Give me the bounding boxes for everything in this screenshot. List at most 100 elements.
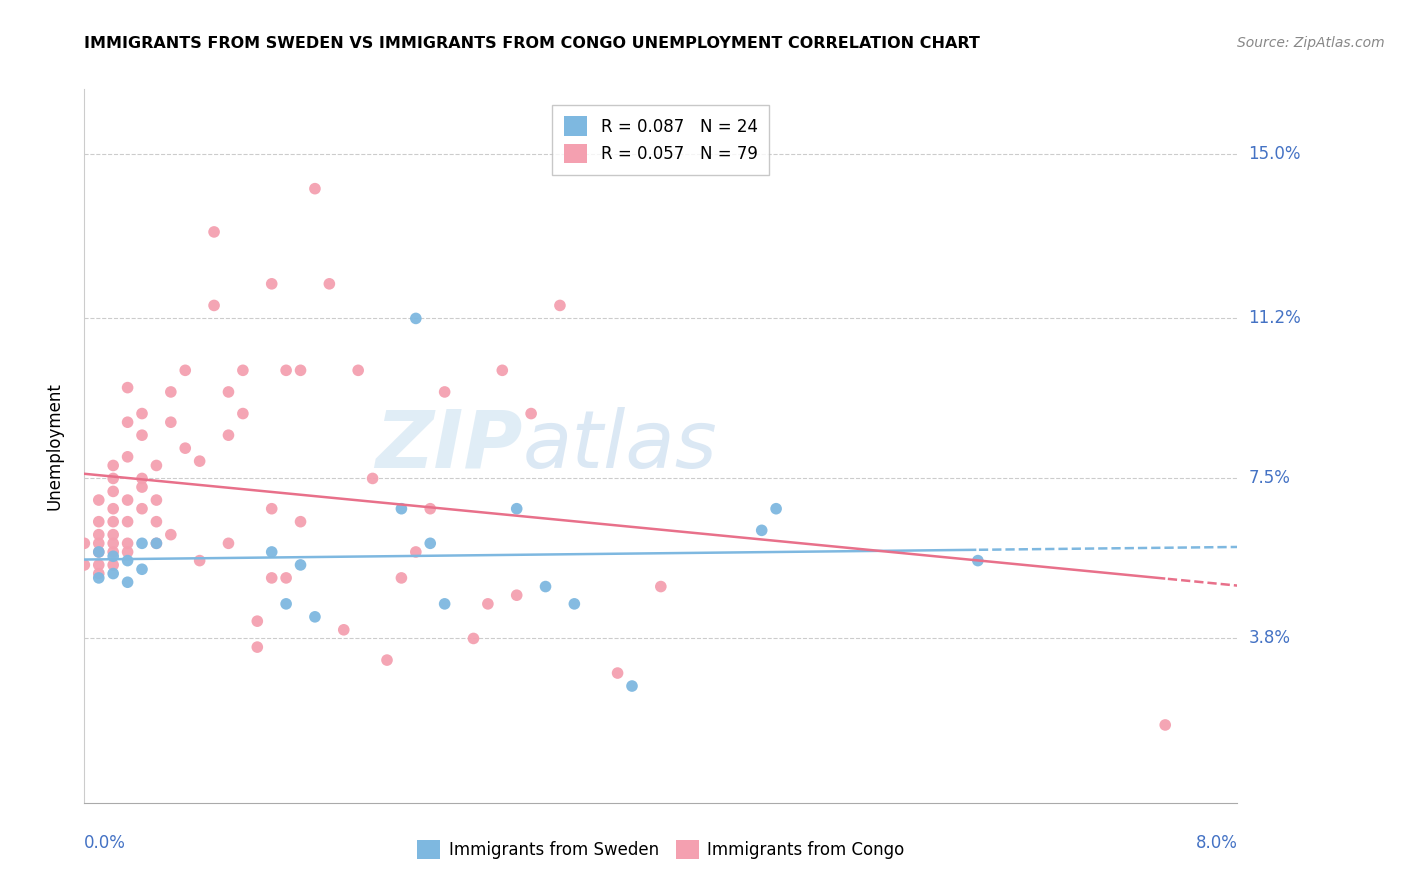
Point [232,407,254,421]
Point [117,553,139,567]
Point [103,471,124,485]
Point [246,640,269,654]
Point [87,558,110,572]
Point [433,597,456,611]
Point [160,384,183,399]
Point [73,536,96,550]
Point [274,597,298,611]
Point [87,545,110,559]
Point [103,515,124,529]
Point [463,632,485,646]
Point [117,515,139,529]
Point [103,549,124,564]
Point [389,571,413,585]
Point [131,501,153,516]
Point [131,480,153,494]
Point [967,553,990,567]
Point [145,536,167,550]
Text: 3.8%: 3.8% [1249,630,1291,648]
Point [217,536,239,550]
Point [520,407,543,421]
Point [73,558,96,572]
Point [506,588,529,602]
Point [347,363,370,377]
Point [103,501,124,516]
Point [361,471,384,485]
Text: 7.5%: 7.5% [1249,469,1291,487]
Point [188,454,211,468]
Point [117,381,139,395]
Point [232,363,254,377]
Point [260,277,283,291]
Legend: R = 0.087   N = 24, R = 0.057   N = 79: R = 0.087 N = 24, R = 0.057 N = 79 [553,104,769,175]
Text: atlas: atlas [523,407,717,485]
Point [87,571,110,585]
Point [117,450,139,464]
Point [751,524,773,538]
Text: ZIP: ZIP [375,407,523,485]
Point [174,441,197,455]
Point [419,501,441,516]
Point [103,458,124,473]
Point [274,571,298,585]
Point [87,493,110,508]
Text: 15.0%: 15.0% [1249,145,1301,163]
Point [117,545,139,559]
Point [650,580,672,594]
Point [290,363,312,377]
Point [534,580,557,594]
Point [217,384,239,399]
Point [765,501,787,516]
Point [405,545,427,559]
Point [433,384,456,399]
Point [260,571,283,585]
Point [160,527,183,541]
Text: 0.0%: 0.0% [84,834,127,852]
Text: 8.0%: 8.0% [1195,834,1237,852]
Point [117,493,139,508]
Point [87,515,110,529]
Point [131,562,153,576]
Point [131,471,153,485]
Point [103,566,124,581]
Point [491,363,513,377]
Point [103,484,124,499]
Point [87,527,110,541]
Point [290,515,312,529]
Y-axis label: Unemployment: Unemployment [45,382,63,510]
Point [202,225,225,239]
Point [174,363,197,377]
Point [87,566,110,581]
Point [274,363,298,377]
Point [131,536,153,550]
Point [332,623,354,637]
Point [375,653,398,667]
Point [145,536,167,550]
Point [145,515,167,529]
Point [318,277,340,291]
Point [103,558,124,572]
Point [405,311,427,326]
Point [260,545,283,559]
Point [117,415,139,429]
Text: Source: ZipAtlas.com: Source: ZipAtlas.com [1237,36,1385,50]
Point [606,666,628,681]
Point [506,501,529,516]
Point [103,545,124,559]
Point [562,597,586,611]
Text: 11.2%: 11.2% [1249,310,1301,327]
Point [304,610,326,624]
Point [160,415,183,429]
Point [87,545,110,559]
Point [188,553,211,567]
Point [217,428,239,442]
Point [477,597,499,611]
Point [290,558,312,572]
Point [389,501,413,516]
Point [246,614,269,628]
Point [1154,718,1177,732]
Point [117,575,139,590]
Point [103,536,124,550]
Point [87,536,110,550]
Point [131,407,153,421]
